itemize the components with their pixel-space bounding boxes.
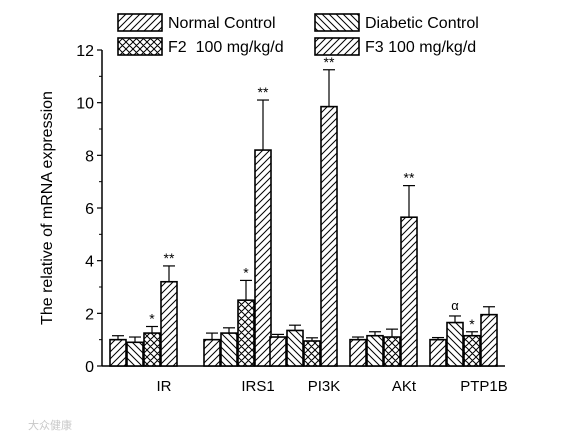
bar [303, 340, 321, 367]
watermark-text: 大众健康 [28, 418, 72, 432]
legend-swatch [314, 37, 360, 56]
significance-label: ** [258, 84, 269, 100]
y-tick-label: 0 [85, 359, 94, 376]
bar [383, 336, 401, 367]
x-tick-label: AKt [392, 378, 417, 395]
y-tick-label: 10 [76, 96, 94, 113]
significance-label: ** [164, 250, 175, 266]
legend-label: Diabetic Control [365, 15, 479, 32]
bar [160, 280, 178, 367]
x-tick-label: PTP1B [460, 378, 508, 395]
y-tick-label: 2 [85, 306, 94, 323]
y-tick-label: 8 [85, 148, 94, 165]
bar [480, 313, 498, 367]
bar [429, 338, 447, 367]
bar [109, 338, 127, 367]
bar [400, 216, 418, 367]
bar [269, 336, 287, 367]
legend-swatch [117, 37, 163, 56]
significance-label: ** [404, 170, 415, 186]
legend-swatch [117, 13, 163, 32]
bar [366, 334, 384, 367]
legend: Normal Control Diabetic Control F2 100 mg/… [117, 13, 479, 56]
significance-label: * [149, 311, 155, 327]
legend-label: Normal Control [168, 15, 276, 32]
significance-label: * [243, 264, 249, 280]
y-tick-label: 12 [76, 43, 94, 60]
bar [126, 341, 144, 367]
bar [463, 334, 481, 367]
bar [143, 332, 161, 367]
significance-label: * [469, 316, 475, 332]
bar [446, 321, 464, 367]
legend-swatch [314, 13, 360, 32]
bar [237, 299, 255, 367]
bar [349, 338, 367, 367]
y-tick-label: 6 [85, 201, 94, 218]
y-tick-label: 4 [85, 254, 94, 271]
legend-label: F2 100 mg/kg/d [168, 39, 284, 56]
legend-label: F3 100 mg/kg/d [365, 39, 476, 56]
y-axis-label: The relative of mRNA expression [39, 91, 56, 325]
x-tick-label: IRS1 [241, 378, 274, 395]
bar [254, 149, 272, 367]
significance-label: α [451, 298, 459, 313]
bar [220, 332, 238, 367]
x-tick-label: PI3K [308, 378, 341, 395]
bar [203, 338, 221, 367]
bar [286, 329, 304, 367]
significance-label: ** [324, 54, 335, 70]
x-tick-label: IR [157, 378, 172, 395]
bar [320, 105, 338, 367]
